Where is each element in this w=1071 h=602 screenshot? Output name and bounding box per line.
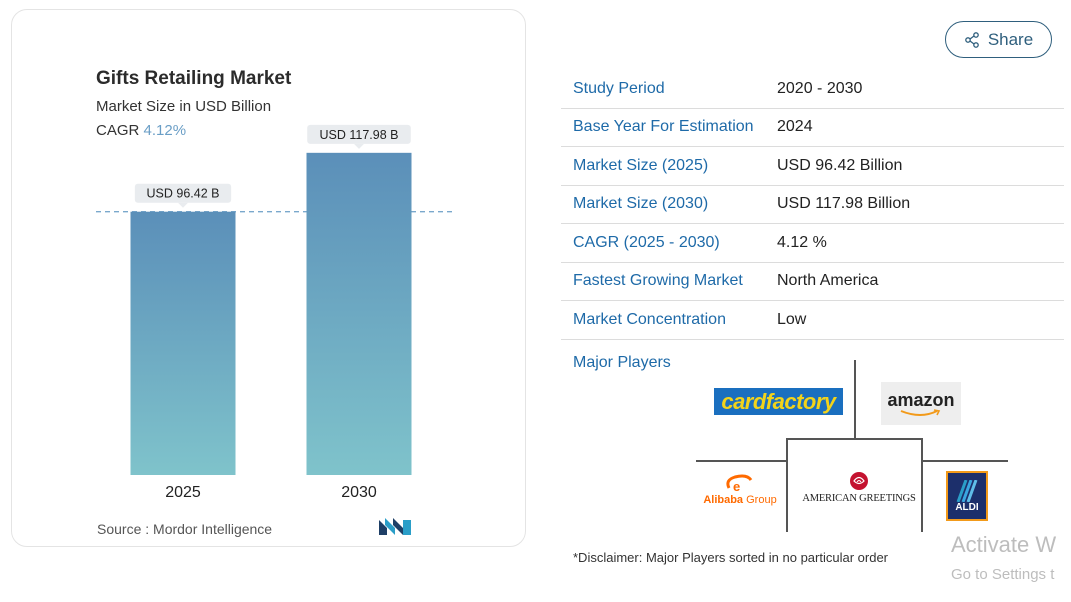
stat-key: Study Period [573, 79, 665, 97]
share-label: Share [987, 29, 1034, 49]
x-tick-label-2025: 2025 [165, 484, 201, 501]
stat-row-study-period: Study Period 2020 - 2030 [561, 70, 1064, 109]
share-icon [964, 31, 979, 48]
chart-subtitle: Market Size in USD Billion [96, 98, 272, 115]
stat-key: Market Size (2025) [573, 156, 709, 174]
rose-icon [850, 471, 868, 490]
activate-windows-watermark: Activate W [951, 532, 1057, 557]
american-greetings-wordmark: AMERICAN GREETINGS [802, 492, 916, 504]
divider [921, 460, 1008, 462]
stat-key: Market Concentration [573, 310, 726, 328]
aldi-stripes-icon [956, 479, 978, 502]
divider [854, 360, 856, 438]
market-stats-table: Study Period 2020 - 2030 Base Year For E… [561, 70, 1064, 340]
bar-2030 [306, 152, 412, 475]
data-label-pointer [178, 202, 188, 208]
cagr-value: 4.12% [143, 122, 187, 139]
chart-title: Gifts Retailing Market [96, 68, 292, 89]
stat-key: Base Year For Estimation [573, 118, 754, 136]
divider [696, 460, 786, 462]
share-button[interactable]: Share [945, 21, 1052, 58]
stat-key: Market Size (2030) [573, 195, 709, 213]
data-label-bg [134, 183, 232, 203]
amazon-wordmark: amazon [887, 389, 955, 410]
alibaba-mark-icon: e [726, 474, 753, 494]
aldi-wordmark: ALDI [955, 501, 979, 513]
amazon-logo: amazon [881, 382, 961, 425]
x-tick-label-2030: 2030 [341, 484, 377, 501]
data-label-bg [307, 124, 411, 144]
stat-value: USD 117.98 Billion [777, 195, 911, 213]
stat-value: Low [777, 310, 807, 328]
bar-2025 [130, 211, 236, 476]
stat-value: USD 96.42 Billion [777, 156, 903, 174]
stat-value: North America [777, 272, 879, 290]
stat-value: 4.12 % [777, 233, 827, 251]
aldi-logo: ALDI [946, 471, 988, 521]
chart-source: Source : Mordor Intelligence [97, 521, 273, 537]
stat-value: 2024 [777, 118, 813, 136]
stat-row-market-size-2025: Market Size (2025) USD 96.42 Billion [561, 147, 1064, 186]
alibaba-group-logo: e Alibaba Group [698, 470, 782, 510]
divider [786, 438, 788, 532]
stat-row-concentration: Market Concentration Low [561, 301, 1064, 340]
american-greetings-logo: AMERICAN GREETINGS [796, 464, 922, 510]
stat-row-fastest-growing: Fastest Growing Market North America [561, 263, 1064, 301]
stat-key: Fastest Growing Market [573, 272, 743, 290]
svg-text:e: e [733, 479, 740, 494]
stat-key: CAGR (2025 - 2030) [573, 233, 720, 251]
stat-value: 2020 - 2030 [777, 79, 863, 97]
cagr-label: CAGR [96, 122, 140, 139]
alibaba-wordmark: Alibaba Group [703, 494, 777, 506]
market-chart-card: USD 96.42 B 2025 USD 117.98 B 2030 Gifts Re… [11, 9, 526, 547]
settings-watermark: Go to Settings t [951, 566, 1055, 583]
stat-row-base-year: Base Year For Estimation 2024 [561, 109, 1064, 147]
major-players-label: Major Players [573, 354, 671, 371]
disclaimer-text: *Disclaimer: Major Players sorted in no … [573, 550, 889, 565]
data-label-2025: USD 96.42 B [147, 187, 220, 201]
mordor-logo-icon [379, 518, 411, 535]
data-label-2030: USD 117.98 B [320, 128, 399, 142]
bar-chart: USD 96.42 B 2025 USD 117.98 B 2030 [96, 124, 452, 501]
divider [921, 438, 923, 532]
cagr-line: CAGR 4.12% [96, 122, 186, 139]
data-label-pointer [354, 143, 364, 149]
amazon-smile-icon [900, 408, 941, 416]
stat-row-cagr: CAGR (2025 - 2030) 4.12 % [561, 224, 1064, 263]
cardfactory-logo: cardfactory [714, 388, 843, 415]
divider [786, 438, 922, 440]
major-players-grid: cardfactory amazon e Alibaba Group AMERI… [690, 360, 1010, 532]
stat-row-market-size-2030: Market Size (2030) USD 117.98 Billion [561, 186, 1064, 224]
